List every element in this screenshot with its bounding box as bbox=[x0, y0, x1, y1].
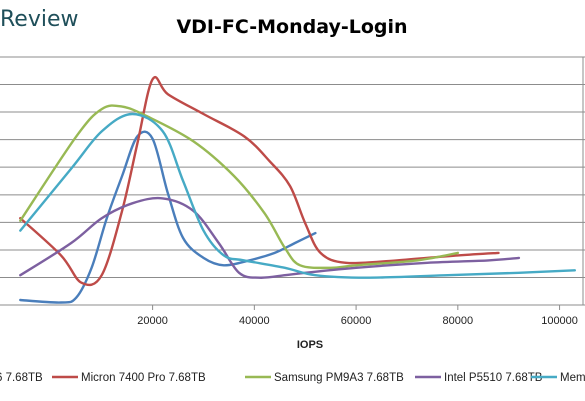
x-tick-label: 40000 bbox=[239, 315, 270, 327]
legend-item: Membl bbox=[531, 372, 585, 384]
series-line-3 bbox=[19, 196, 521, 279]
legend-label: Micron 7400 Pro 7.68TB bbox=[81, 372, 206, 384]
legend-label: 6 7.68TB bbox=[0, 372, 43, 384]
legend-item: Intel P5510 7.68TB bbox=[415, 372, 543, 384]
x-tick-label: 20000 bbox=[137, 315, 168, 327]
legend: 6 7.68TB Micron 7400 Pro 7.68TB Samsung PM… bbox=[0, 372, 585, 384]
legend-label: Membl bbox=[560, 372, 585, 384]
x-tick-labels: 20000 40000 60000 80000 100000 bbox=[137, 315, 578, 327]
series-lines bbox=[19, 76, 576, 304]
series-line-1 bbox=[19, 76, 500, 287]
chart-title: VDI-FC-Monday-Login bbox=[176, 16, 407, 38]
legend-item: Micron 7400 Pro 7.68TB bbox=[52, 372, 206, 384]
series-line-2 bbox=[19, 104, 459, 270]
brand-logo-text: Review bbox=[0, 7, 79, 32]
legend-label: Samsung PM9A3 7.68TB bbox=[274, 372, 404, 384]
legend-item: Samsung PM9A3 7.68TB bbox=[245, 372, 404, 384]
x-axis-label: IOPS bbox=[297, 339, 323, 351]
legend-item: 6 7.68TB bbox=[0, 372, 43, 384]
grid bbox=[0, 56, 585, 310]
x-tick-label: 80000 bbox=[443, 315, 474, 327]
x-tick-label: 100000 bbox=[541, 315, 578, 327]
legend-label: Intel P5510 7.68TB bbox=[444, 372, 543, 384]
x-tick-label: 60000 bbox=[341, 315, 372, 327]
series-line-0 bbox=[19, 130, 317, 304]
series-line-4 bbox=[19, 112, 576, 279]
